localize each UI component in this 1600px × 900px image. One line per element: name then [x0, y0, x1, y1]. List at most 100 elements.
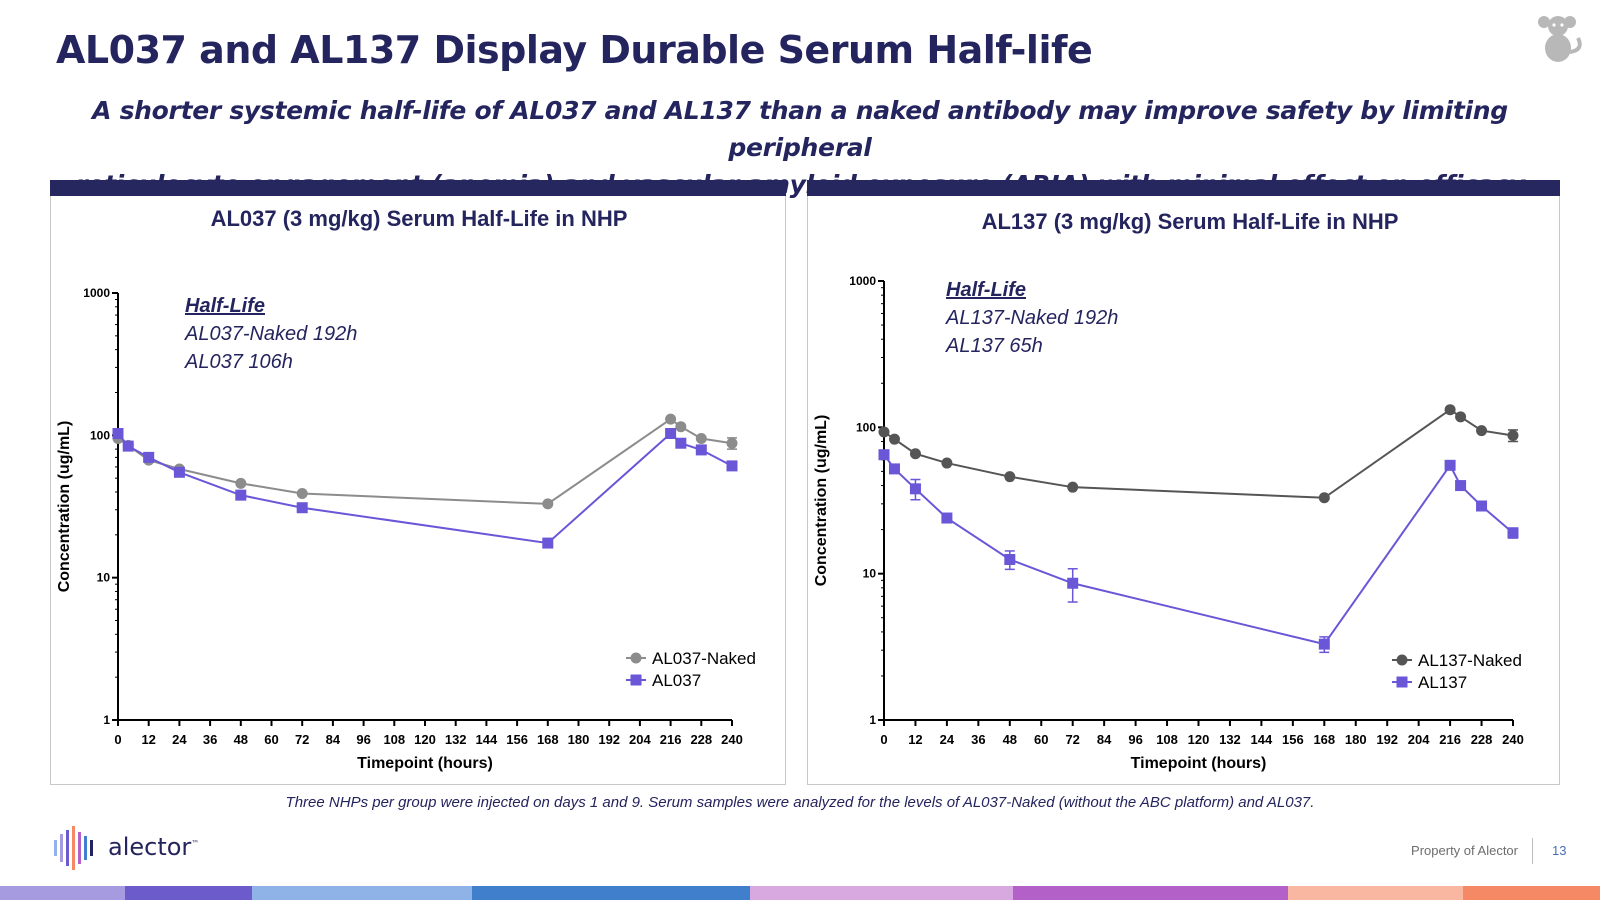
- panel-header-bar: [50, 180, 786, 196]
- x-tick-label: 108: [1156, 732, 1178, 747]
- monkey-icon: [1538, 16, 1582, 62]
- strip-segment: [1288, 886, 1463, 900]
- data-point: [1004, 471, 1016, 483]
- data-point: [122, 440, 134, 452]
- data-point: [909, 448, 921, 460]
- x-axis-label: Timepoint (hours): [1131, 755, 1267, 772]
- data-point: [1455, 411, 1467, 423]
- data-point: [1004, 553, 1016, 565]
- half-life-value: AL137-Naked 192h: [945, 307, 1118, 329]
- series-line: [883, 454, 1514, 646]
- x-tick-label: 132: [445, 732, 467, 747]
- x-tick-label: 216: [1439, 732, 1461, 747]
- logo-wordmark: alector™: [108, 833, 200, 861]
- x-tick-label: 0: [880, 732, 887, 747]
- legend-label: AL037: [652, 671, 701, 690]
- data-point: [665, 413, 677, 425]
- data-point: [235, 477, 247, 489]
- chart-al037: AL037 (3 mg/kg) Serum Half-Life in NHP 1 1…: [56, 206, 756, 772]
- x-tick-label: 60: [264, 732, 278, 747]
- series-line: [117, 432, 733, 545]
- strip-segment: [125, 886, 252, 900]
- legend-marker: [630, 674, 642, 686]
- data-point: [542, 537, 554, 549]
- strip-segment: [472, 886, 750, 900]
- color-strip: [0, 886, 1600, 900]
- y-tick-label: 100: [90, 428, 110, 442]
- x-tick-label: 168: [537, 732, 559, 747]
- x-tick-label: 192: [598, 732, 620, 747]
- data-point: [143, 451, 155, 463]
- data-point: [1067, 577, 1079, 589]
- half-life-value: AL137 65h: [945, 335, 1043, 357]
- y-tick-label: 1: [103, 713, 110, 727]
- alector-logo-icon: [54, 826, 93, 870]
- x-tick-label: 12: [908, 732, 922, 747]
- strip-segment: [252, 886, 472, 900]
- data-point: [112, 428, 124, 440]
- data-point: [1318, 492, 1330, 504]
- x-tick-label: 156: [1282, 732, 1304, 747]
- legend-label: AL137-Naked: [1418, 651, 1522, 670]
- panel-header-bar: [807, 180, 1560, 196]
- legend-marker: [1396, 654, 1408, 666]
- x-tick-label: 12: [141, 732, 155, 747]
- y-tick-label: 1: [869, 713, 876, 727]
- y-tick-label: 1000: [849, 274, 876, 288]
- half-life-value: AL037 106h: [184, 351, 293, 373]
- series-line: [883, 408, 1514, 499]
- x-tick-label: 144: [476, 732, 498, 747]
- x-tick-label: 216: [660, 732, 682, 747]
- page-number: 13: [1552, 843, 1567, 858]
- subtitle-line-1: A shorter systemic half-life of AL037 an…: [92, 96, 1508, 162]
- strip-segment: [1463, 886, 1600, 900]
- x-tick-label: 240: [721, 732, 743, 747]
- x-tick-label: 168: [1313, 732, 1335, 747]
- x-tick-label: 36: [971, 732, 985, 747]
- slide-title: AL037 and AL137 Display Durable Serum Ha…: [56, 28, 1093, 72]
- legend-marker: [630, 652, 642, 664]
- x-tick-label: 204: [1408, 732, 1430, 747]
- y-axis-label: Concentration (ug/mL): [813, 415, 830, 587]
- x-axis-label: Timepoint (hours): [357, 755, 493, 772]
- x-tick-label: 120: [414, 732, 436, 747]
- y-tick-label: 100: [856, 420, 876, 434]
- data-point: [909, 483, 921, 495]
- x-tick-label: 156: [506, 732, 528, 747]
- data-point: [878, 426, 890, 438]
- x-tick-label: 180: [1345, 732, 1367, 747]
- x-tick-label: 240: [1502, 732, 1524, 747]
- data-point: [235, 489, 247, 501]
- data-point: [888, 463, 900, 475]
- data-point: [173, 466, 185, 478]
- x-tick-label: 108: [383, 732, 405, 747]
- x-tick-label: 228: [690, 732, 712, 747]
- data-point: [695, 433, 707, 445]
- y-tick-label: 10: [863, 567, 877, 581]
- data-point: [665, 428, 677, 440]
- data-point: [726, 460, 738, 472]
- data-point: [878, 449, 890, 461]
- x-tick-label: 72: [295, 732, 309, 747]
- chart-panel-al037: AL037 (3 mg/kg) Serum Half-Life in NHP 1 1…: [50, 180, 786, 785]
- x-tick-label: 24: [172, 732, 187, 747]
- x-tick-label: 48: [234, 732, 248, 747]
- x-tick-label: 120: [1188, 732, 1210, 747]
- divider: [1532, 838, 1533, 864]
- x-tick-label: 180: [568, 732, 590, 747]
- y-axis-label: Concentration (ug/mL): [56, 421, 73, 593]
- x-tick-label: 228: [1471, 732, 1493, 747]
- legend-marker: [1396, 676, 1408, 688]
- x-tick-label: 84: [1097, 732, 1112, 747]
- x-tick-label: 60: [1034, 732, 1048, 747]
- chart-panel-al137: AL137 (3 mg/kg) Serum Half-Life in NHP 1 1…: [807, 180, 1560, 785]
- data-point: [941, 457, 953, 469]
- data-point: [888, 433, 900, 445]
- chart-al137: AL137 (3 mg/kg) Serum Half-Life in NHP 1 1…: [813, 209, 1524, 772]
- chart-title: AL137 (3 mg/kg) Serum Half-Life in NHP: [982, 209, 1399, 234]
- x-tick-label: 72: [1065, 732, 1079, 747]
- data-point: [1476, 500, 1488, 512]
- x-tick-label: 192: [1376, 732, 1398, 747]
- legend-label: AL137: [1418, 673, 1467, 692]
- footnote: Three NHPs per group were injected on da…: [285, 794, 1315, 811]
